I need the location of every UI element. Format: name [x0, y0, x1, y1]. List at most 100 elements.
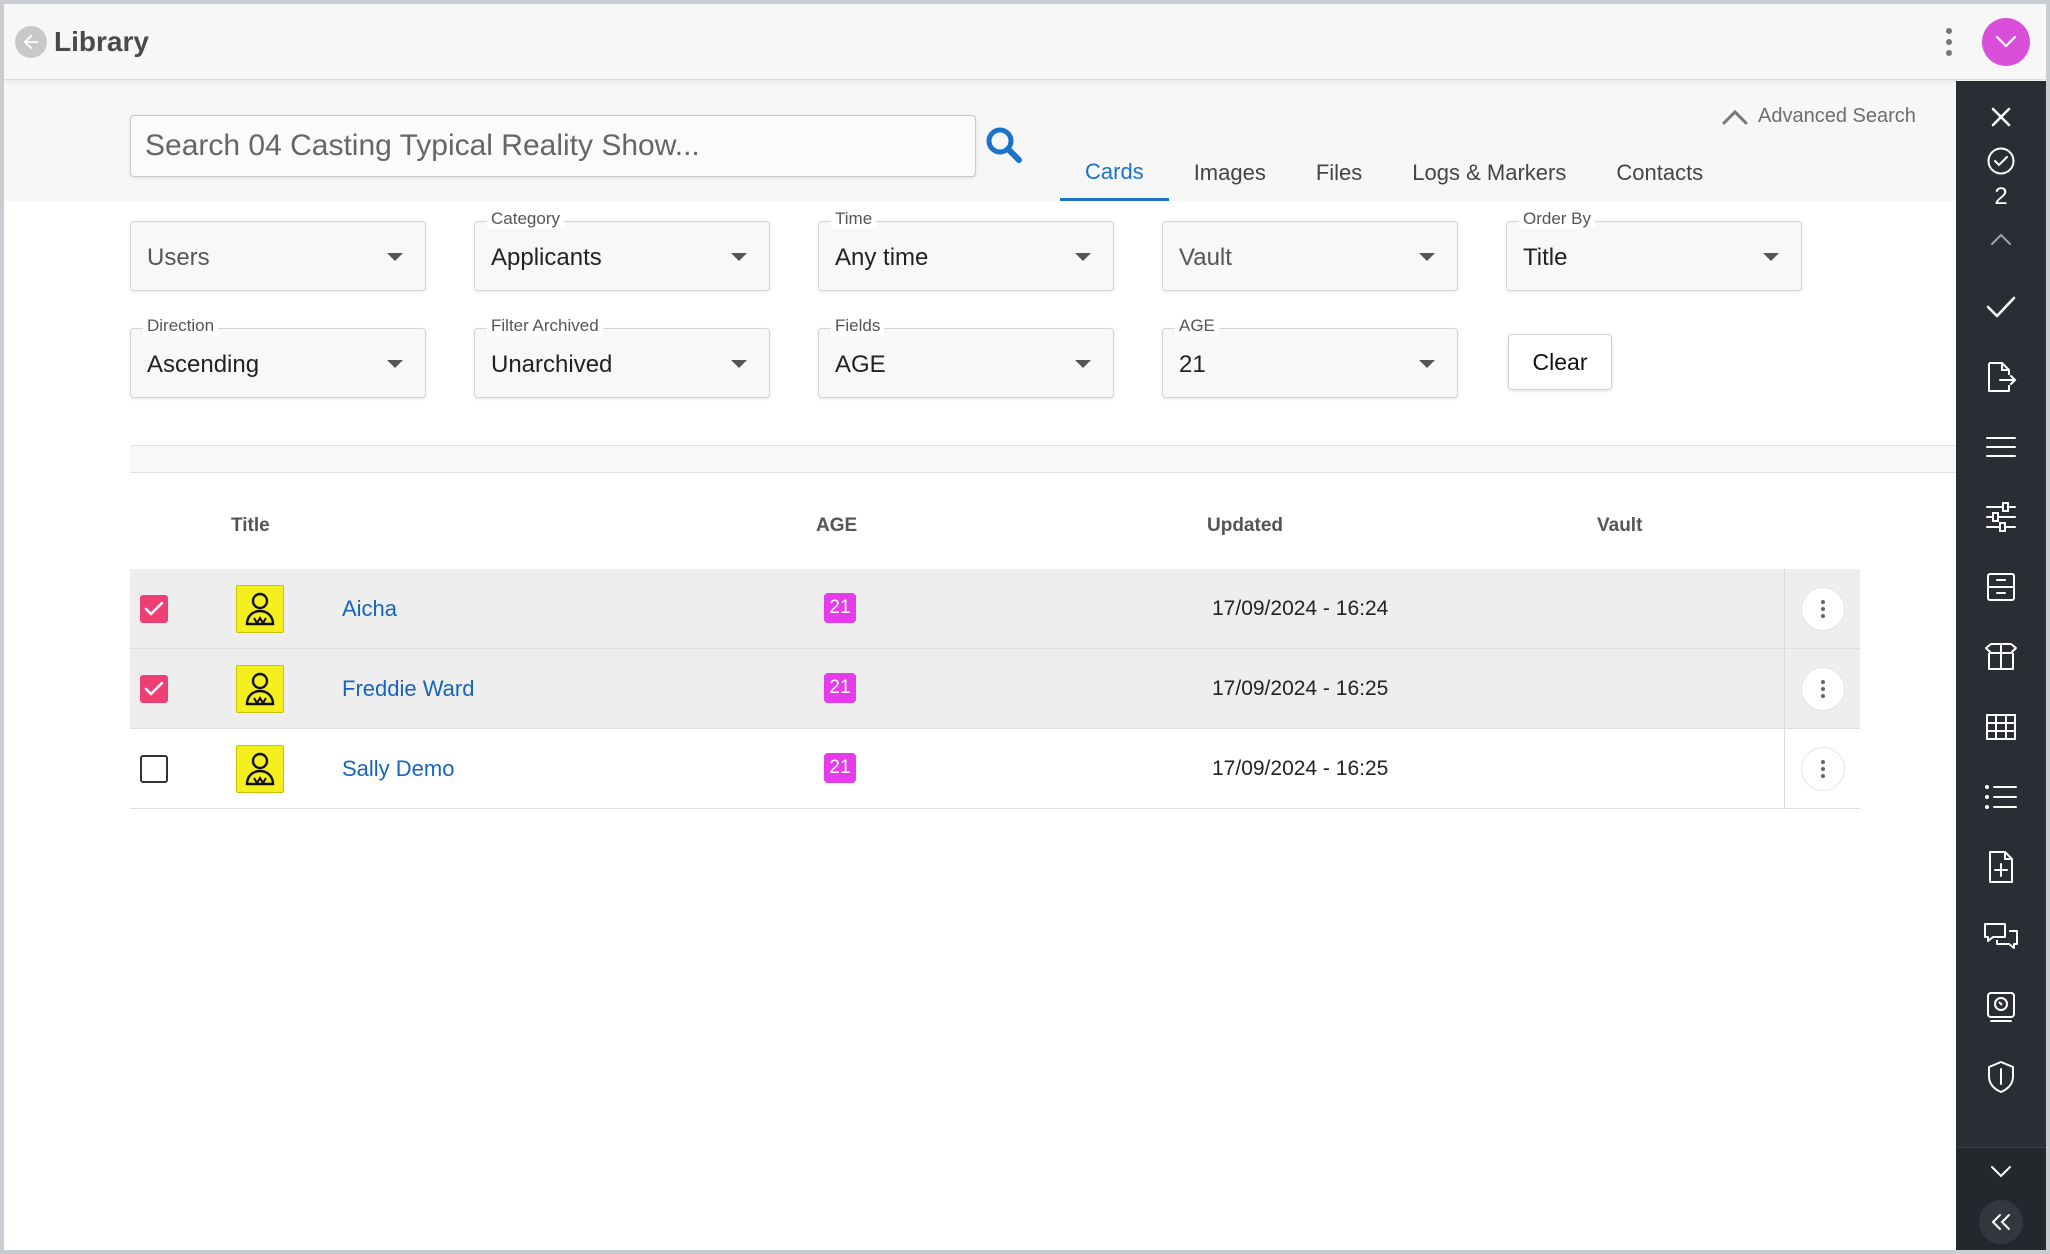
user-avatar-button[interactable]: [1982, 18, 2030, 66]
text-lines-button[interactable]: [1981, 427, 2021, 467]
direction-select[interactable]: Direction Ascending: [130, 316, 426, 398]
direction-label: Direction: [143, 316, 219, 336]
portrait-icon: [1987, 992, 2015, 1022]
package-button[interactable]: [1981, 637, 2021, 677]
approve-button[interactable]: [1981, 287, 2021, 327]
category-label: Category: [487, 209, 564, 229]
users-select[interactable]: Users: [130, 221, 426, 291]
sidebar-footer: [1956, 1147, 2046, 1250]
kebab-icon: [1821, 680, 1825, 698]
tab-logs-markers[interactable]: Logs & Markers: [1412, 160, 1567, 185]
person-icon: [245, 752, 275, 786]
row-title-link[interactable]: Aicha: [342, 596, 398, 621]
arrow-left-icon: [23, 34, 39, 50]
kebab-icon: [1946, 28, 1952, 56]
row-actions-cell: [1784, 729, 1860, 809]
row-actions-cell: [1784, 569, 1860, 649]
dropdown-caret-icon: [387, 253, 403, 261]
order-by-label: Order By: [1519, 209, 1596, 229]
row-checkbox[interactable]: [140, 595, 168, 623]
time-select[interactable]: Time Any time: [818, 209, 1114, 291]
select-all-button[interactable]: [1981, 141, 2021, 181]
close-icon: [1991, 107, 2011, 127]
archive-button[interactable]: [1981, 567, 2021, 607]
age-badge: 21: [824, 593, 856, 623]
age-badge: 21: [824, 673, 856, 703]
column-header-vault[interactable]: Vault: [1597, 515, 1643, 536]
tab-images[interactable]: Images: [1193, 160, 1266, 185]
row-checkbox[interactable]: [140, 675, 168, 703]
fields-select[interactable]: Fields AGE: [818, 316, 1114, 398]
column-header-title[interactable]: Title: [231, 515, 270, 536]
check-icon: [1986, 296, 2016, 318]
dropdown-caret-icon: [1075, 253, 1091, 261]
row-actions-cell: [1784, 649, 1860, 729]
filter-archived-value: Unarchived: [491, 351, 613, 378]
close-selection-button[interactable]: [1981, 97, 2021, 137]
row-menu-button[interactable]: [1801, 667, 1845, 711]
more-options-button[interactable]: [1934, 22, 1964, 62]
column-header-age[interactable]: AGE: [816, 515, 858, 536]
category-value: Applicants: [491, 244, 602, 271]
contact-thumbnail[interactable]: [236, 585, 284, 633]
file-plus-icon: [1989, 851, 2013, 883]
table-row[interactable]: Freddie Ward 21 17/09/2024 - 16:25: [130, 649, 1860, 729]
chevron-up-icon: [1722, 109, 1748, 124]
top-bar: Library: [4, 4, 2046, 80]
adjust-filters-button[interactable]: [1981, 497, 2021, 537]
scroll-down-button[interactable]: [1981, 1152, 2021, 1192]
new-document-button[interactable]: [1981, 847, 2021, 887]
checkmark-icon: [144, 601, 164, 616]
order-by-select[interactable]: Order By Title: [1506, 209, 1802, 291]
tab-files[interactable]: Files: [1315, 160, 1363, 185]
row-title-link[interactable]: Sally Demo: [342, 756, 455, 781]
updated-date: 17/09/2024 - 16:25: [1212, 677, 1389, 700]
tab-cards[interactable]: Cards: [1060, 141, 1169, 201]
selected-count: 2: [1994, 183, 2008, 210]
age-select[interactable]: AGE 21: [1162, 316, 1458, 398]
divider: [130, 445, 1956, 473]
right-action-sidebar: 2: [1956, 81, 2046, 1250]
person-icon: [245, 592, 275, 626]
table-row[interactable]: Aicha 21 17/09/2024 - 16:24: [130, 569, 1860, 649]
clear-filters-button[interactable]: Clear: [1508, 334, 1612, 390]
advanced-search-toggle[interactable]: Advanced Search: [1722, 105, 1916, 128]
dropdown-caret-icon: [1419, 253, 1435, 261]
row-menu-button[interactable]: [1801, 747, 1845, 791]
search-button[interactable]: [984, 125, 1028, 169]
time-value: Any time: [835, 244, 929, 271]
file-export-icon: [1988, 362, 2017, 392]
order-by-value: Title: [1523, 244, 1568, 271]
column-header-updated[interactable]: Updated: [1207, 515, 1283, 536]
sliders-icon: [1986, 502, 2016, 532]
direction-value: Ascending: [147, 351, 260, 378]
scroll-up-button[interactable]: [1981, 219, 2021, 259]
list-view-button[interactable]: [1981, 777, 2021, 817]
age-label: AGE: [1175, 316, 1219, 336]
row-title-link[interactable]: Freddie Ward: [342, 676, 475, 701]
fields-value: AGE: [835, 351, 886, 378]
contact-thumbnail[interactable]: [236, 745, 284, 793]
fields-label: Fields: [831, 316, 885, 336]
dropdown-caret-icon: [1075, 360, 1091, 368]
dropdown-caret-icon: [1763, 253, 1779, 261]
table-row[interactable]: Sally Demo 21 17/09/2024 - 16:25: [130, 729, 1860, 809]
contact-thumbnail[interactable]: [236, 665, 284, 713]
filter-archived-select[interactable]: Filter Archived Unarchived: [474, 316, 770, 398]
updated-date: 17/09/2024 - 16:25: [1212, 757, 1389, 780]
row-checkbox[interactable]: [140, 755, 168, 783]
chevron-down-icon: [1995, 35, 2017, 48]
export-file-button[interactable]: [1981, 357, 2021, 397]
tab-contacts[interactable]: Contacts: [1616, 160, 1704, 185]
category-select[interactable]: Category Applicants: [474, 209, 770, 291]
comments-button[interactable]: [1981, 917, 2021, 957]
security-button[interactable]: [1981, 1057, 2021, 1097]
portrait-button[interactable]: [1981, 987, 2021, 1027]
row-menu-button[interactable]: [1801, 587, 1845, 631]
search-input[interactable]: [130, 115, 976, 177]
double-chevron-left-icon: [1991, 1214, 2010, 1230]
collapse-sidebar-button[interactable]: [1979, 1200, 2023, 1244]
back-button[interactable]: [15, 26, 47, 58]
vault-select[interactable]: Vault: [1162, 221, 1458, 291]
grid-view-button[interactable]: [1981, 707, 2021, 747]
